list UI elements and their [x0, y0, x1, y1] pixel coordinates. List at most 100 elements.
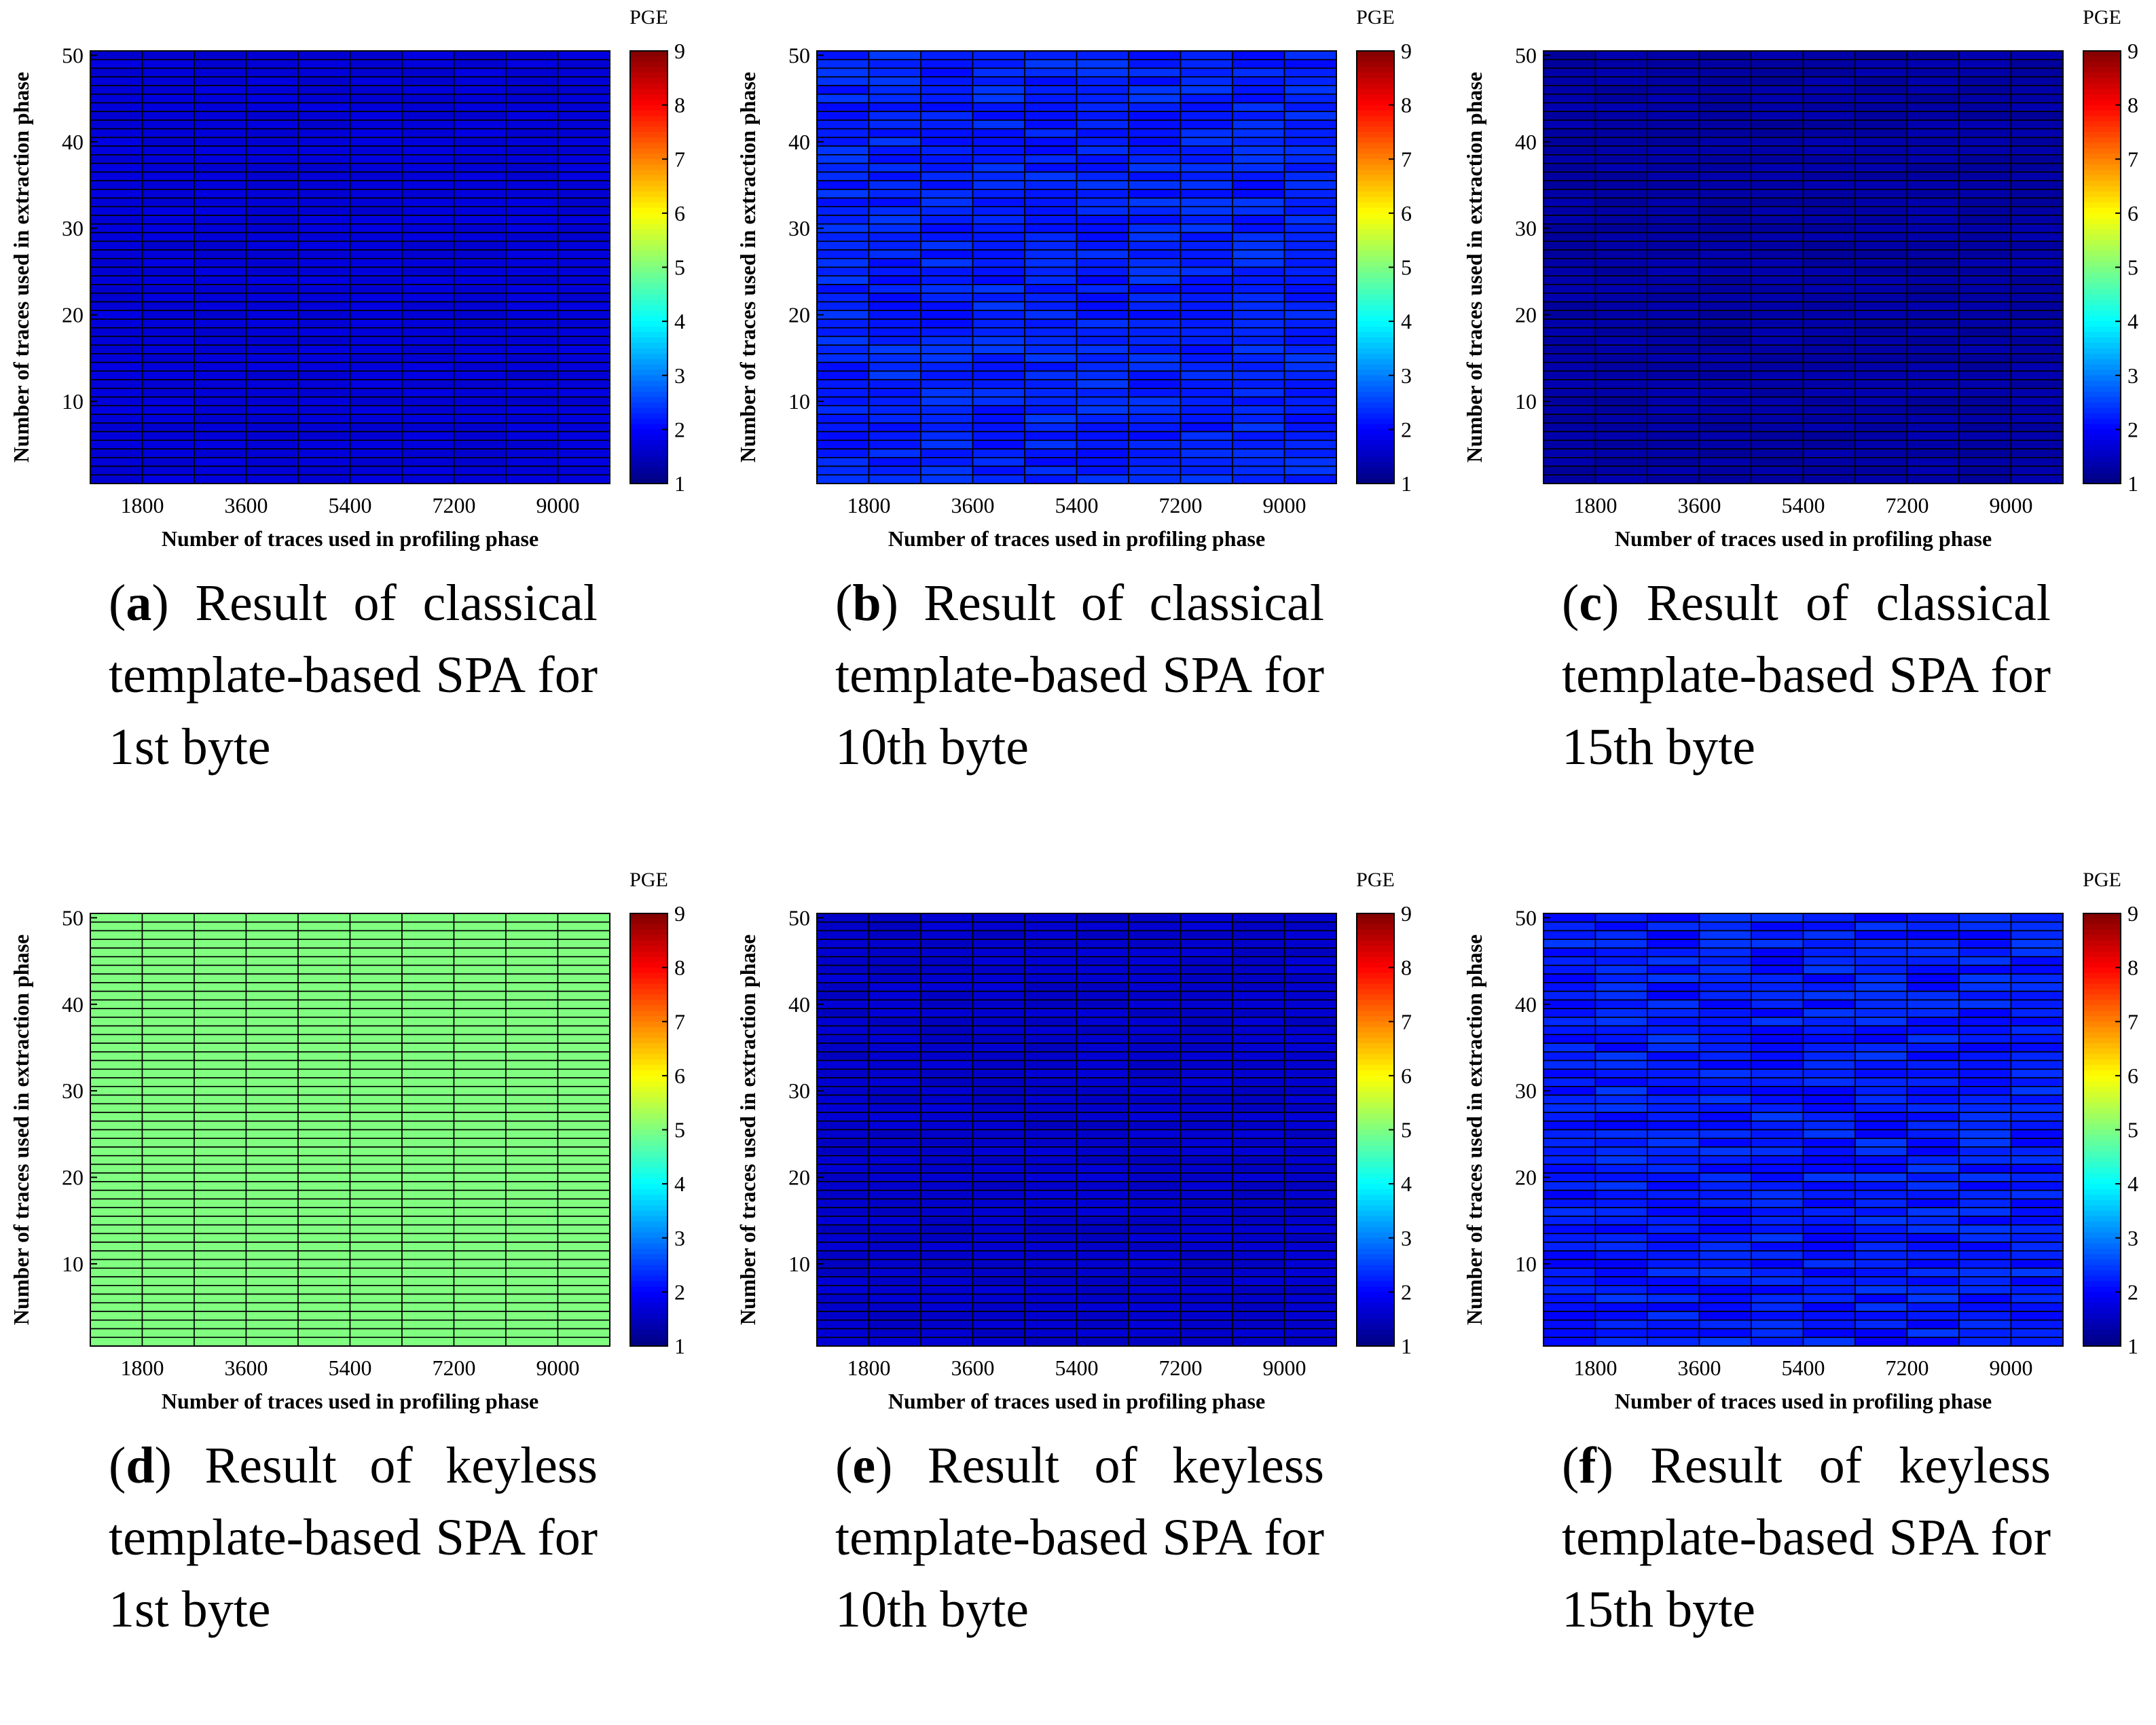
heatmap-cell — [1698, 1025, 1752, 1036]
heatmap-cell — [1128, 67, 1182, 78]
heatmap-cell — [90, 396, 143, 407]
heatmap-cell — [349, 370, 403, 380]
heatmap-cell — [1076, 474, 1129, 484]
colorbar-label: PGE — [1356, 869, 1395, 891]
heatmap-cell — [1802, 1241, 1856, 1252]
heatmap-cell — [194, 947, 247, 958]
heatmap-cell — [1802, 1077, 1856, 1087]
colorbar-segment — [630, 289, 668, 295]
heatmap-cell — [194, 215, 247, 225]
heatmap-cell — [920, 58, 974, 69]
heatmap-cell — [1906, 388, 1960, 398]
heatmap-cell — [1283, 964, 1337, 975]
heatmap-cell — [401, 1267, 455, 1277]
colorbar-segment — [2083, 1205, 2121, 1212]
colorbar-segment — [630, 218, 668, 225]
heatmap-cell — [505, 335, 559, 346]
colorbar-segment — [630, 181, 668, 187]
heatmap-cell — [1751, 50, 1804, 60]
heatmap-cell — [1283, 1042, 1337, 1053]
x-tick-label: 9000 — [536, 493, 580, 518]
heatmap-cell — [1232, 310, 1285, 320]
heatmap-cell — [2010, 1146, 2064, 1157]
heatmap-cell — [1180, 232, 1233, 242]
colorbar-segment — [2083, 380, 2121, 387]
colorbar-segment — [2083, 1335, 2121, 1341]
heatmap-cell — [194, 257, 247, 268]
heatmap-cell — [1283, 1311, 1337, 1321]
heatmap-cell — [141, 999, 195, 1009]
heatmap-cell — [2010, 1025, 2064, 1036]
heatmap-cell — [297, 1233, 351, 1243]
heatmap-cell — [245, 1008, 299, 1018]
heatmap-cell — [1283, 1085, 1337, 1096]
heatmap-cell — [245, 448, 299, 458]
heatmap-cell — [1698, 379, 1752, 389]
colorbar-segment — [2083, 962, 2121, 968]
colorbar-tick-label: 7 — [674, 1009, 685, 1034]
heatmap-cell — [1232, 344, 1285, 355]
heatmap-cell — [2010, 1042, 2064, 1053]
heatmap-cell — [920, 1112, 974, 1122]
heatmap-cell — [1698, 465, 1752, 476]
heatmap-cell — [1543, 414, 1596, 424]
heatmap-cell — [1232, 257, 1285, 268]
heatmap-cell — [1594, 111, 1648, 121]
colorbar-tick-label: 9 — [674, 901, 685, 926]
heatmap-cell — [868, 1224, 921, 1235]
colorbar-segment — [2083, 332, 2121, 338]
heatmap-cell — [453, 1258, 507, 1269]
heatmap-cell — [401, 1276, 455, 1286]
heatmap-cell — [1024, 939, 1078, 949]
colorbar-segment — [2083, 1243, 2121, 1250]
heatmap-cell — [90, 1319, 143, 1330]
heatmap-cell — [868, 327, 921, 338]
heatmap-cell — [1802, 145, 1856, 156]
heatmap-cell — [1594, 1112, 1648, 1122]
heatmap-cell — [1854, 240, 1908, 251]
heatmap-cell — [1594, 1025, 1648, 1036]
colorbar-segment — [2083, 77, 2121, 84]
heatmap-cell — [245, 1059, 299, 1070]
colorbar-segment — [630, 1146, 668, 1152]
colorbar-segment — [1357, 359, 1394, 365]
x-tick-label: 7200 — [433, 493, 476, 518]
heatmap-cell — [1802, 1017, 1856, 1027]
heatmap-cell — [868, 1198, 921, 1208]
heatmap-cell — [1751, 370, 1804, 380]
heatmap-cell — [1594, 344, 1648, 355]
heatmap-cell — [1958, 1267, 2012, 1277]
heatmap-cell — [141, 240, 195, 251]
colorbar-segment — [1357, 143, 1394, 149]
heatmap-cell — [194, 1207, 247, 1217]
heatmap-cell — [1543, 1146, 1596, 1157]
heatmap-cell — [1283, 370, 1337, 380]
heatmap-cell — [297, 1189, 351, 1200]
colorbar-segment — [2083, 170, 2121, 176]
heatmap-cell — [1647, 1216, 1700, 1226]
heatmap-cell — [1283, 1241, 1337, 1252]
heatmap-cell — [505, 1034, 559, 1044]
heatmap-cell — [245, 1155, 299, 1165]
heatmap-cell — [1854, 448, 1908, 458]
heatmap-cell — [557, 180, 610, 190]
heatmap-cell — [1854, 964, 1908, 975]
heatmap-cell — [816, 1216, 870, 1226]
heatmap-cell — [868, 973, 921, 983]
heatmap-cell — [1076, 1059, 1129, 1070]
heatmap-cell — [920, 1042, 974, 1053]
heatmap-cell — [1802, 319, 1856, 329]
colorbar-segment — [1357, 88, 1394, 95]
x-tick-label: 1800 — [1574, 1356, 1618, 1380]
heatmap-cell — [920, 240, 974, 251]
heatmap-cell — [194, 275, 247, 285]
heatmap-cell — [1854, 474, 1908, 484]
heatmap-cell — [401, 1207, 455, 1217]
heatmap-cell — [1802, 1311, 1856, 1321]
heatmap-cell — [1698, 422, 1752, 433]
colorbar-segment — [2083, 934, 2121, 941]
heatmap-cell — [297, 921, 351, 932]
heatmap-cell — [297, 930, 351, 941]
heatmap-cell — [401, 197, 455, 208]
panel-b: 1800 3600 5400 7200 9000 10 20 30 40 50 Number of … — [727, 0, 1445, 862]
